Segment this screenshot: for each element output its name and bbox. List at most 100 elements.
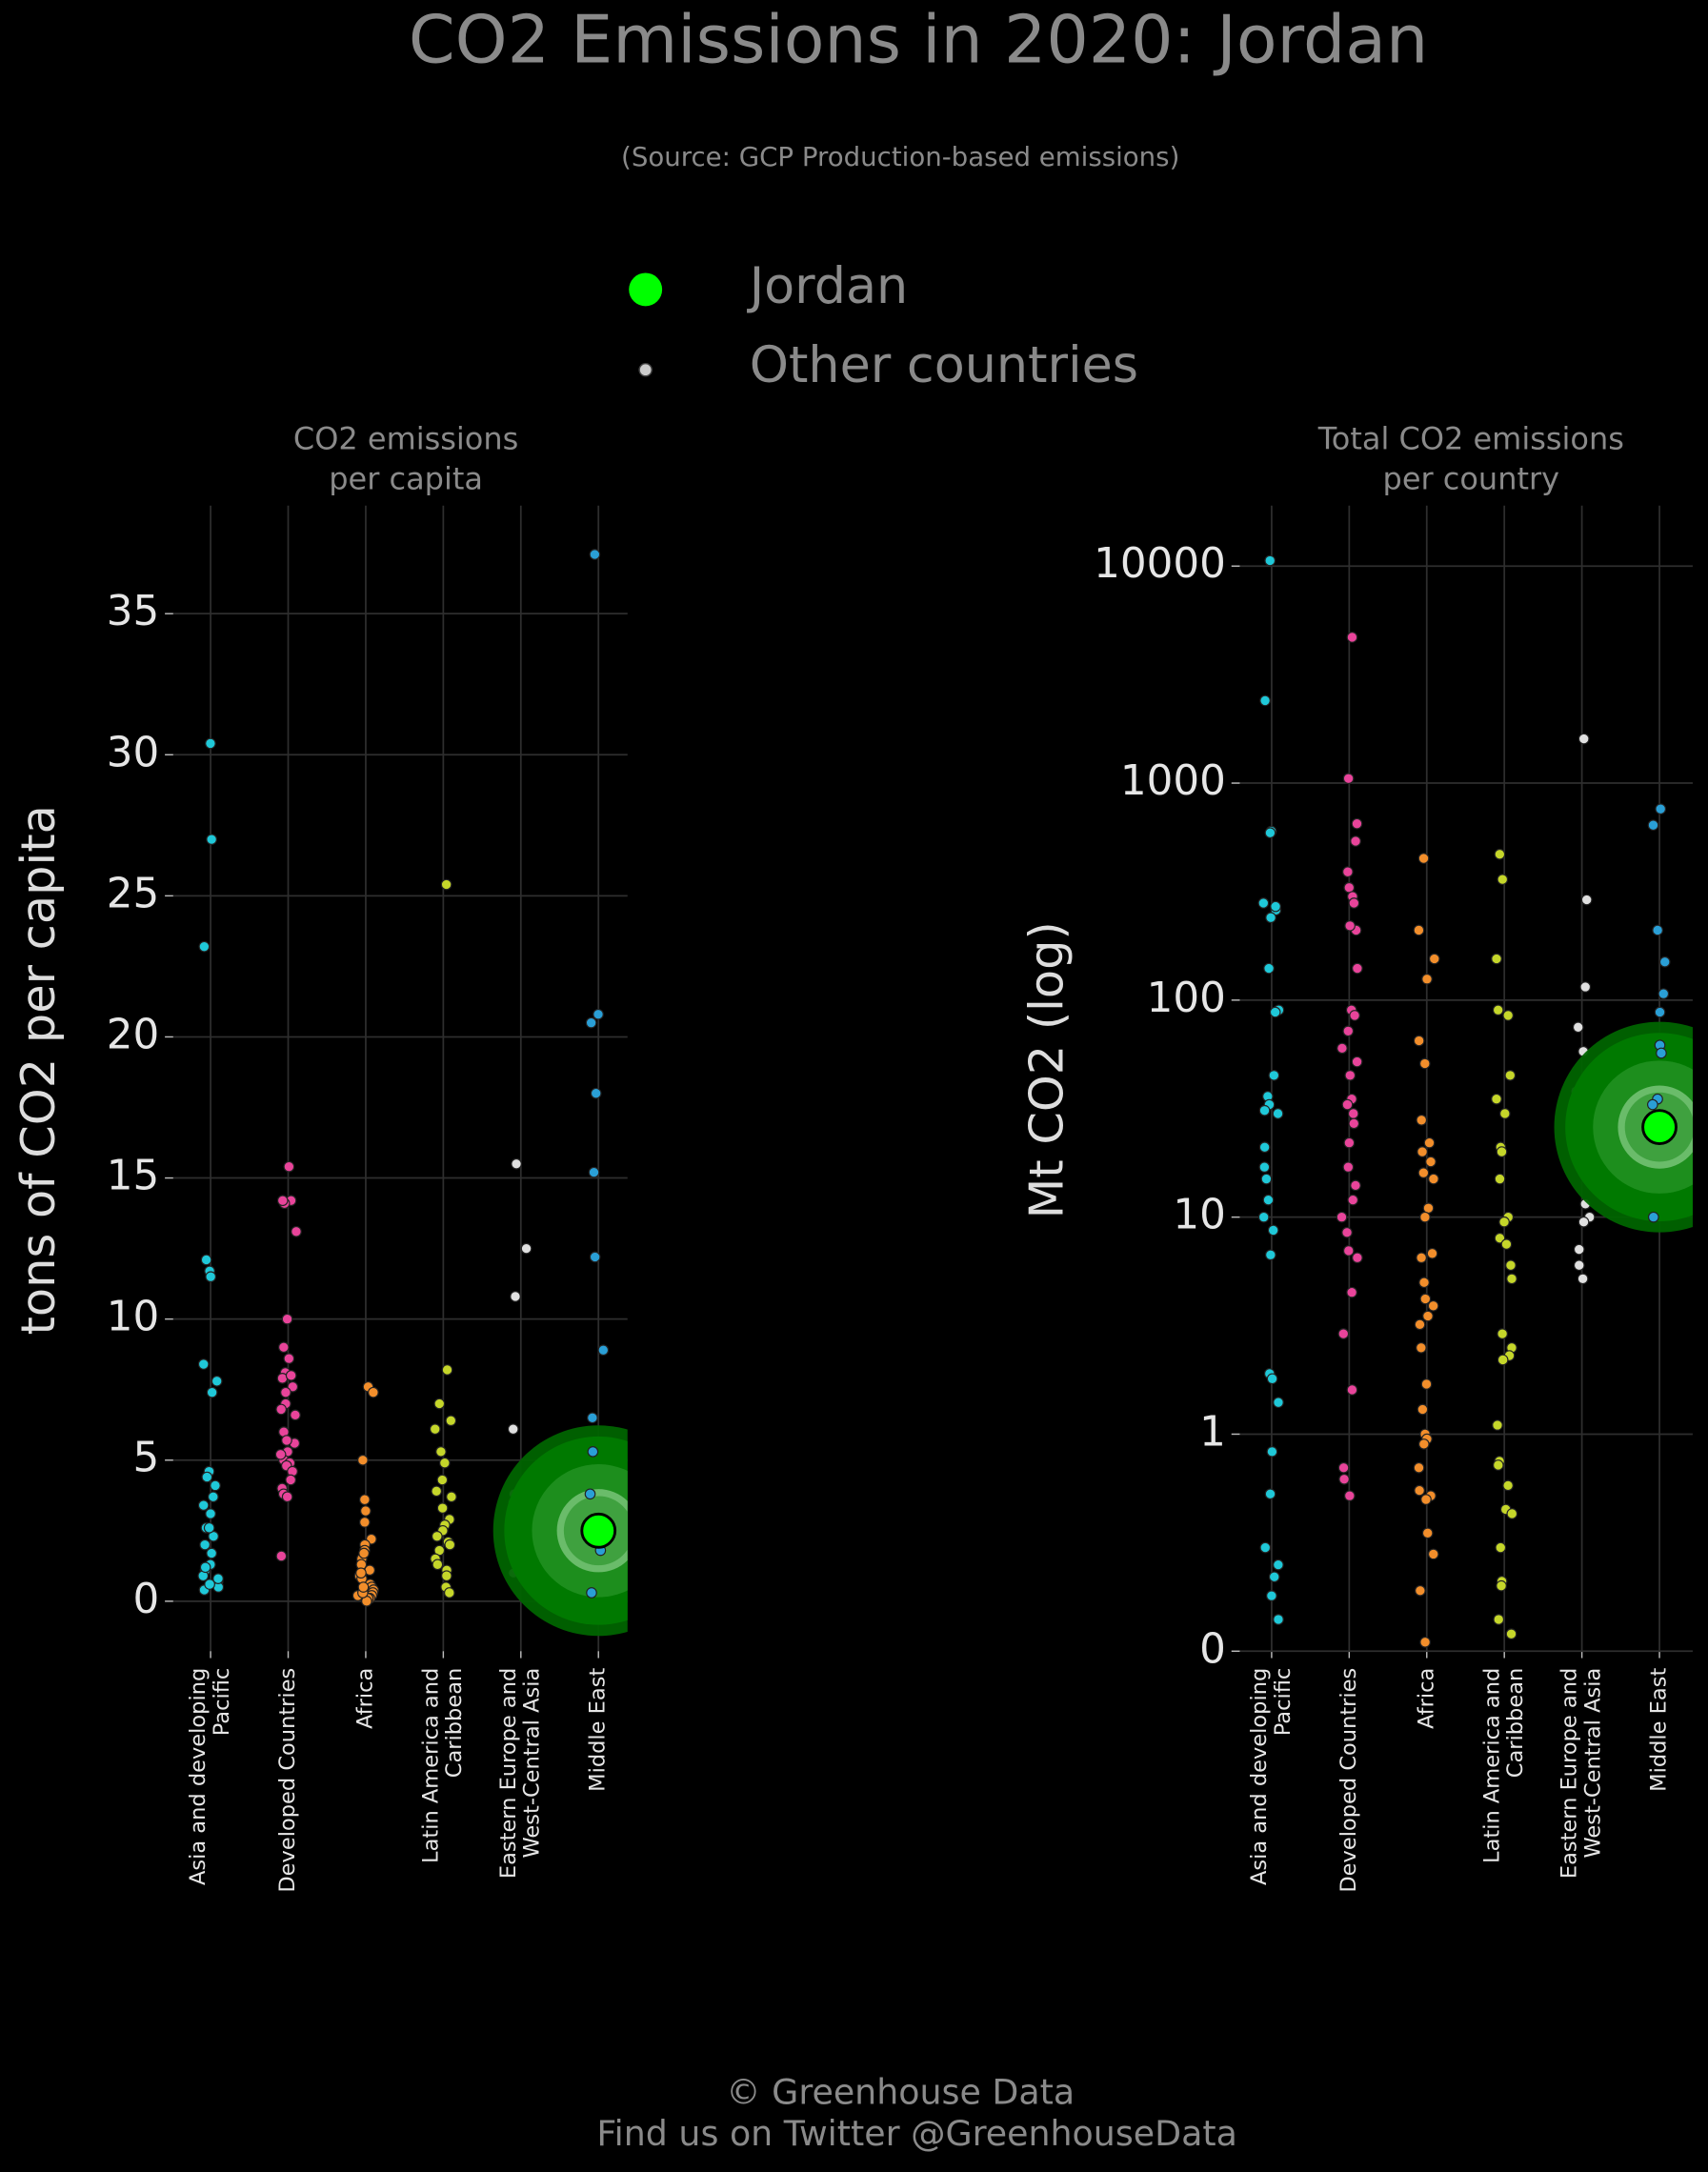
data-point — [1270, 900, 1281, 913]
data-point — [429, 1423, 441, 1435]
data-point — [1343, 1136, 1356, 1149]
data-point — [1347, 1194, 1359, 1206]
data-point — [1652, 924, 1663, 936]
y-tick-label: 30 — [107, 729, 160, 776]
x-tick-label: Africa — [352, 1668, 377, 1729]
data-point — [197, 1358, 210, 1370]
plot-area — [1257, 554, 1693, 1648]
data-point — [283, 1353, 295, 1364]
data-point — [1337, 1328, 1350, 1339]
data-point — [511, 1157, 522, 1170]
data-point — [1658, 988, 1670, 999]
data-point — [1492, 1004, 1504, 1016]
data-point — [290, 1409, 301, 1421]
data-point — [1348, 897, 1360, 909]
data-point — [1413, 1035, 1425, 1047]
data-point — [1416, 1114, 1428, 1126]
data-point — [1342, 773, 1355, 785]
data-point — [1414, 1484, 1425, 1497]
data-point — [1505, 1259, 1517, 1272]
data-point — [359, 1494, 371, 1506]
footer: Find us on Twitter @GreenhouseData — [596, 2113, 1236, 2154]
data-point — [1647, 1098, 1658, 1111]
data-point — [1577, 733, 1590, 745]
data-point — [1419, 1211, 1431, 1223]
y-tick-label: 0 — [133, 1576, 160, 1623]
data-point — [446, 1491, 457, 1503]
data-point — [1341, 1226, 1353, 1238]
x-tick-label: Eastern Europe and — [496, 1668, 521, 1879]
data-point — [1426, 1247, 1438, 1259]
data-point — [1413, 924, 1425, 936]
data-point — [1419, 1057, 1431, 1070]
data-point — [275, 1550, 288, 1562]
data-point — [201, 1471, 213, 1483]
data-point — [206, 1547, 217, 1559]
data-point — [205, 1508, 216, 1519]
data-point — [1655, 803, 1667, 815]
y-tick-label: 1000 — [1120, 757, 1226, 805]
data-point — [1259, 1541, 1272, 1554]
data-point — [200, 1254, 212, 1266]
data-point — [1269, 1006, 1281, 1018]
data-point — [436, 1474, 449, 1486]
y-tick-label: 35 — [107, 588, 160, 635]
data-point — [1336, 1042, 1348, 1055]
data-point — [1264, 1488, 1276, 1500]
x-tick-label: Middle East — [1647, 1668, 1672, 1792]
data-point — [1268, 1571, 1280, 1583]
data-point — [1265, 912, 1276, 924]
data-point — [1347, 1108, 1359, 1119]
panel-title: per country — [1383, 461, 1560, 497]
data-point — [357, 1454, 369, 1466]
data-point — [208, 1491, 219, 1503]
data-point — [1349, 1010, 1360, 1021]
data-point — [1415, 1584, 1426, 1597]
data-point — [1259, 694, 1271, 707]
data-point — [355, 1567, 367, 1579]
data-point — [199, 1538, 211, 1551]
data-point — [1427, 1548, 1439, 1560]
data-point — [587, 1446, 599, 1458]
data-point — [586, 1587, 597, 1599]
data-point — [1573, 1243, 1585, 1256]
data-point — [432, 1530, 443, 1542]
data-point — [1496, 1146, 1508, 1157]
data-point — [1258, 1104, 1271, 1116]
data-point — [589, 549, 601, 560]
data-point — [441, 1364, 453, 1376]
data-point — [1572, 1021, 1584, 1034]
data-point — [1492, 1419, 1503, 1431]
legend-label: Other countries — [750, 336, 1138, 394]
x-tick-label: Eastern Europe and — [1557, 1668, 1582, 1879]
panel-title: Total CO2 emissions — [1317, 420, 1624, 456]
data-point — [1422, 1310, 1434, 1322]
data-point — [1342, 866, 1354, 878]
y-tick-label: 20 — [107, 1011, 160, 1058]
data-point — [1577, 1273, 1589, 1285]
data-point — [1420, 1494, 1432, 1505]
data-point — [1492, 1459, 1504, 1471]
data-point — [274, 1449, 287, 1460]
data-point — [281, 1491, 293, 1503]
data-point — [1417, 1146, 1428, 1157]
data-point — [285, 1474, 296, 1486]
data-point — [1337, 1461, 1350, 1474]
data-point — [1419, 1637, 1431, 1648]
data-point — [1423, 1136, 1436, 1149]
x-tick-label: Asia and developing — [1247, 1668, 1272, 1885]
footer: © Greenhouse Data — [726, 2072, 1075, 2113]
data-point — [1573, 1259, 1585, 1272]
data-point — [210, 1479, 221, 1492]
legend-marker — [629, 272, 663, 307]
data-point — [1263, 962, 1275, 975]
data-point — [431, 1485, 443, 1498]
data-point — [1428, 1173, 1439, 1185]
x-tick-label: Pacific — [1271, 1668, 1296, 1737]
data-point — [1428, 953, 1440, 965]
data-point — [291, 1226, 302, 1237]
y-tick-label: 10 — [1173, 1192, 1226, 1239]
data-point — [278, 1341, 290, 1354]
data-point — [1580, 894, 1593, 906]
